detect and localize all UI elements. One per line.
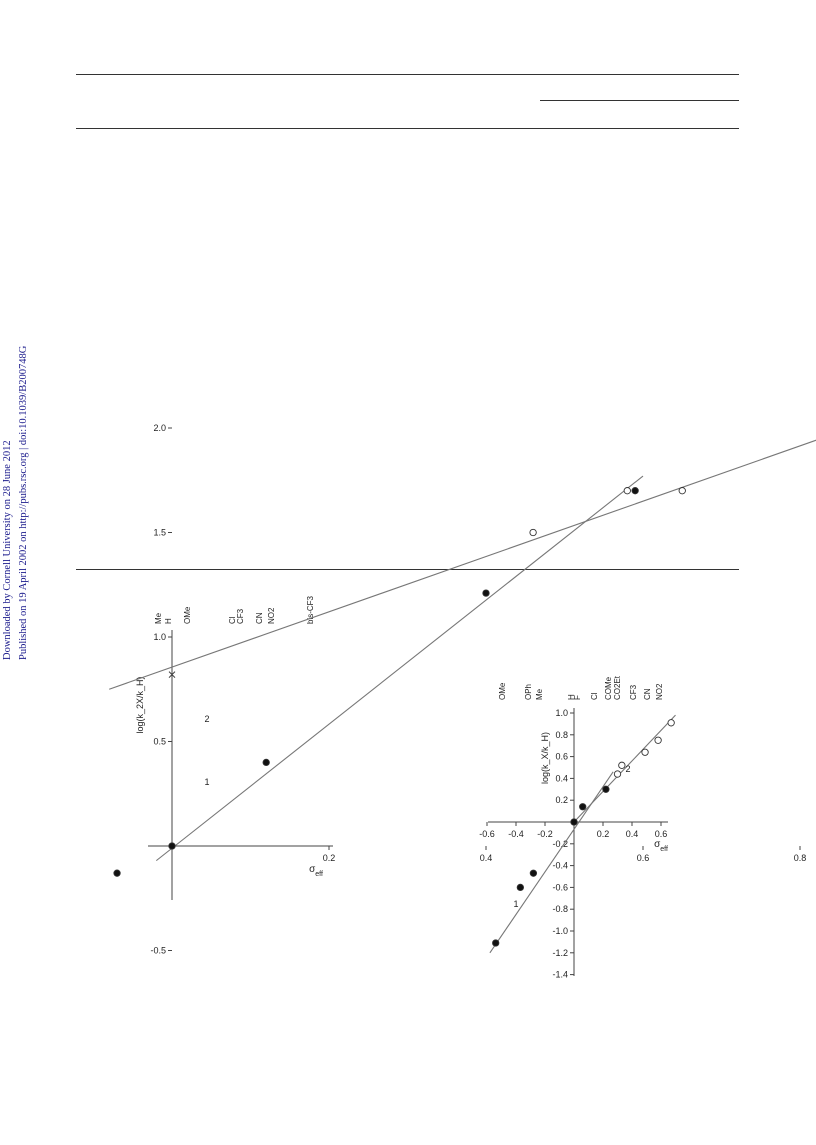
y-tick-label: 0.2: [555, 795, 568, 805]
data-point-series-2: [613, 770, 622, 778]
chart-1: 0.2 0.4 0.6 0.8 1.0 -0.5 0.5 1.0 1.5 2.0 log(k_2X/…: [109, 423, 816, 956]
substituent-label: NO2: [655, 683, 664, 700]
substituent-label: H: [567, 694, 576, 700]
data-point-series-2: [618, 761, 626, 769]
substituent-label: CF3: [236, 608, 245, 624]
substituent-label: bis-CF3: [306, 595, 315, 624]
x-tick-label: 0.8: [794, 853, 807, 863]
substituent-label: Me: [154, 612, 163, 624]
y-tick-label: -0.5: [150, 946, 166, 956]
data-point-series-1: [602, 785, 610, 793]
substituent-label: H: [164, 618, 173, 624]
data-point-series-1: [570, 818, 578, 826]
substituent-label: COMe: [604, 676, 613, 700]
y-tick-label: 2.0: [153, 423, 166, 433]
substituent-label: CN: [643, 688, 652, 700]
y-tick-label: 1.0: [153, 632, 166, 642]
line-number-label: 2: [625, 764, 630, 774]
substituent-label: OMe: [498, 682, 507, 700]
y-axis-label: log(k_X/k_H): [540, 732, 550, 784]
data-point-series-1: [113, 869, 121, 877]
substituent-label: OMe: [183, 606, 192, 624]
substituent-label: Cl: [228, 616, 237, 624]
data-point-series-2: [529, 528, 537, 537]
substituent-label: CF3: [629, 684, 638, 700]
y-tick-label: 1.0: [555, 708, 568, 718]
y-tick-label: 0.6: [555, 752, 568, 762]
y-tick-label: 0.4: [555, 773, 568, 783]
substituent-label: CN: [255, 612, 264, 624]
data-point-series-2: [678, 487, 686, 495]
y-tick-label: -0.6: [552, 882, 568, 892]
data-point-series-2: [654, 736, 662, 744]
data-point-series-1: [516, 883, 524, 892]
x-tick-label: -0.2: [537, 829, 553, 839]
x-axis-label: σeff: [309, 864, 323, 878]
data-point-series-2: [623, 487, 631, 495]
substituent-label: CO2Et: [613, 675, 622, 700]
data-point-series-1: [529, 869, 538, 877]
y-tick-label: 0.8: [555, 730, 568, 740]
chart-2: -0.6 -0.4 -0.2 0.2 0.4 0.6 1.0 0.8 0.6 0.4 0.2 -0.2…: [479, 675, 676, 980]
table-mid-rule: [76, 128, 739, 129]
y-tick-label: -1.4: [552, 970, 568, 980]
section-rule: [76, 569, 739, 570]
regression-line-1: [155, 475, 644, 862]
substituent-label: OPh: [524, 684, 533, 700]
substituent-label: F: [573, 695, 582, 700]
substituent-label: Me: [535, 688, 544, 700]
x-tick-label: 0.2: [597, 829, 610, 839]
regression-line-2: [109, 439, 816, 690]
y-tick-label: -1.2: [552, 948, 568, 958]
x-axis-label: σeff: [654, 839, 668, 853]
data-point-series-2: [667, 719, 675, 727]
y-axis-label: log(k_2X/k_H): [135, 676, 145, 733]
x-tick-label: -0.4: [508, 829, 524, 839]
data-point-series-1: [482, 589, 490, 597]
x-tick-label: 0.4: [626, 829, 639, 839]
cross-point: [168, 671, 176, 678]
data-point-series-2: [641, 748, 649, 756]
y-tick-label: 0.5: [153, 737, 166, 747]
x-tick-label: 0.6: [637, 853, 650, 863]
data-point-series-1: [579, 803, 587, 811]
y-tick-label: -1.0: [552, 926, 568, 936]
data-point-series-1: [492, 939, 500, 947]
x-tick-label: 0.2: [323, 853, 336, 863]
data-point-series-1: [168, 842, 176, 850]
top-rule: [76, 74, 739, 75]
data-point-series-1: [631, 487, 639, 495]
y-tick-label: -0.4: [552, 861, 568, 871]
x-tick-label: -0.6: [479, 829, 495, 839]
y-tick-label: 1.5: [153, 528, 166, 538]
line-number-label: 1: [513, 899, 518, 909]
table-sub-rule: [540, 100, 739, 101]
x-tick-label: 0.6: [655, 829, 668, 839]
line-number-label: 1: [204, 777, 209, 787]
line-number-label: 2: [204, 714, 209, 724]
data-point-series-1: [262, 758, 270, 767]
regression-line-2: [573, 714, 676, 823]
y-tick-label: -0.8: [552, 904, 568, 914]
substituent-label: NO2: [267, 607, 276, 624]
y-tick-label: -0.2: [552, 839, 568, 849]
x-tick-label: 0.4: [480, 853, 493, 863]
substituent-label: Cl: [590, 692, 599, 700]
